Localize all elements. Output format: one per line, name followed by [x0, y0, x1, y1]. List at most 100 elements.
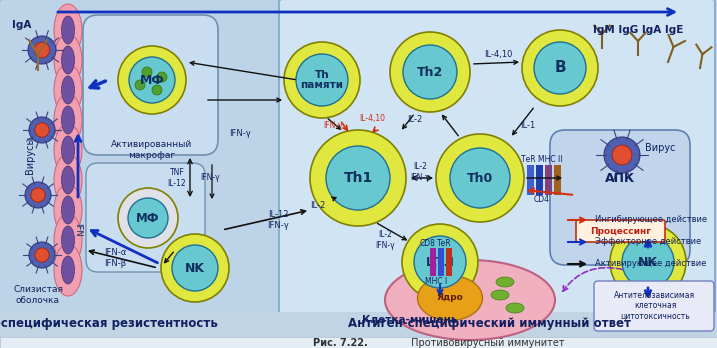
- Bar: [446, 248, 452, 276]
- Text: NK: NK: [185, 261, 205, 275]
- Circle shape: [35, 248, 49, 262]
- Ellipse shape: [62, 196, 75, 224]
- Text: Неспецифическая резистентность: Неспецифическая резистентность: [0, 317, 217, 331]
- Circle shape: [29, 242, 55, 268]
- Text: Th
памяти: Th памяти: [300, 70, 343, 90]
- Bar: [554, 165, 561, 195]
- Bar: [438, 248, 444, 276]
- Ellipse shape: [62, 166, 75, 194]
- Circle shape: [310, 130, 406, 226]
- Text: Вирус: Вирус: [645, 143, 675, 153]
- Ellipse shape: [62, 256, 75, 284]
- Ellipse shape: [496, 277, 514, 287]
- Text: Активирующее действие: Активирующее действие: [595, 260, 706, 269]
- Text: B: B: [554, 61, 566, 76]
- Text: ЦТЛ: ЦТЛ: [426, 255, 455, 269]
- Text: Процессинг: Процессинг: [591, 227, 652, 236]
- Circle shape: [25, 182, 51, 208]
- Circle shape: [152, 85, 162, 95]
- Text: Клетка-мишень: Клетка-мишень: [362, 315, 457, 325]
- Text: Ядро: Ядро: [437, 293, 463, 302]
- Text: IL-2
IFN-γ: IL-2 IFN-γ: [410, 162, 429, 182]
- Bar: [527, 165, 534, 195]
- Text: Противовирусный иммунитет: Противовирусный иммунитет: [408, 338, 564, 348]
- Circle shape: [129, 57, 175, 103]
- FancyBboxPatch shape: [86, 163, 205, 272]
- Ellipse shape: [491, 290, 509, 300]
- Ellipse shape: [417, 276, 483, 321]
- Circle shape: [450, 148, 510, 208]
- Ellipse shape: [54, 154, 82, 206]
- Ellipse shape: [62, 106, 75, 134]
- Bar: [536, 165, 543, 195]
- Text: CD4: CD4: [534, 196, 550, 205]
- Text: IL-2: IL-2: [407, 116, 422, 125]
- Bar: [0, 312, 717, 337]
- FancyBboxPatch shape: [0, 0, 283, 315]
- FancyBboxPatch shape: [550, 130, 690, 265]
- Circle shape: [161, 234, 229, 302]
- Text: IL-2: IL-2: [310, 200, 326, 209]
- Text: IgM IgG IgA IgE: IgM IgG IgA IgE: [593, 25, 683, 35]
- Text: IL-2
IFN-γ: IL-2 IFN-γ: [375, 230, 395, 250]
- Text: МФ: МФ: [140, 73, 164, 87]
- Ellipse shape: [54, 244, 82, 296]
- Circle shape: [172, 245, 218, 291]
- Ellipse shape: [54, 64, 82, 116]
- Ellipse shape: [54, 184, 82, 236]
- Ellipse shape: [62, 46, 75, 74]
- Ellipse shape: [62, 136, 75, 164]
- Ellipse shape: [62, 16, 75, 44]
- Text: IFN: IFN: [74, 223, 82, 237]
- Circle shape: [296, 54, 348, 106]
- Bar: [430, 248, 436, 276]
- Ellipse shape: [62, 76, 75, 104]
- Text: IL-4,10: IL-4,10: [359, 113, 385, 122]
- Text: IFN-γ: IFN-γ: [323, 120, 343, 129]
- Text: TNF
IL-12: TNF IL-12: [168, 168, 186, 188]
- Circle shape: [31, 188, 45, 202]
- Ellipse shape: [54, 214, 82, 266]
- Text: IgA: IgA: [12, 20, 32, 30]
- Text: Слизистая
оболочка: Слизистая оболочка: [13, 285, 63, 305]
- Circle shape: [34, 42, 49, 58]
- Circle shape: [414, 236, 466, 288]
- Circle shape: [118, 46, 186, 114]
- Text: Th2: Th2: [417, 65, 443, 79]
- FancyBboxPatch shape: [576, 220, 665, 242]
- Text: ТеR МНС II: ТеR МНС II: [521, 156, 563, 165]
- Text: IL-4,10: IL-4,10: [484, 50, 512, 60]
- Text: IFN-γ: IFN-γ: [229, 128, 251, 137]
- Circle shape: [284, 42, 360, 118]
- Circle shape: [118, 188, 178, 248]
- Bar: [545, 165, 552, 195]
- Circle shape: [135, 80, 145, 90]
- Text: Рис. 7.22.: Рис. 7.22.: [313, 338, 367, 348]
- Ellipse shape: [54, 94, 82, 146]
- Circle shape: [157, 72, 167, 82]
- Text: IL-12
IFN-γ: IL-12 IFN-γ: [267, 210, 289, 230]
- Text: МНС I: МНС I: [425, 277, 447, 286]
- Ellipse shape: [385, 260, 555, 340]
- Text: Th1: Th1: [343, 171, 373, 185]
- Ellipse shape: [54, 4, 82, 56]
- Circle shape: [604, 137, 640, 173]
- Text: Антителозависимая
клеточная
цитотоксичность: Антителозависимая клеточная цитотоксично…: [614, 291, 695, 321]
- Text: Th0: Th0: [467, 172, 493, 184]
- Ellipse shape: [62, 226, 75, 254]
- Circle shape: [522, 30, 598, 106]
- Text: NK: NK: [638, 255, 658, 269]
- FancyBboxPatch shape: [594, 281, 714, 331]
- Ellipse shape: [54, 124, 82, 176]
- Circle shape: [128, 198, 168, 238]
- Text: ТеR: ТеR: [437, 239, 451, 248]
- Circle shape: [29, 117, 55, 143]
- Circle shape: [402, 224, 478, 300]
- Circle shape: [622, 236, 674, 288]
- Text: CD8: CD8: [420, 239, 436, 248]
- Bar: [0, 337, 717, 348]
- Ellipse shape: [506, 303, 524, 313]
- Circle shape: [326, 146, 390, 210]
- Text: Эффекторное действие: Эффекторное действие: [595, 237, 701, 246]
- Circle shape: [142, 67, 152, 77]
